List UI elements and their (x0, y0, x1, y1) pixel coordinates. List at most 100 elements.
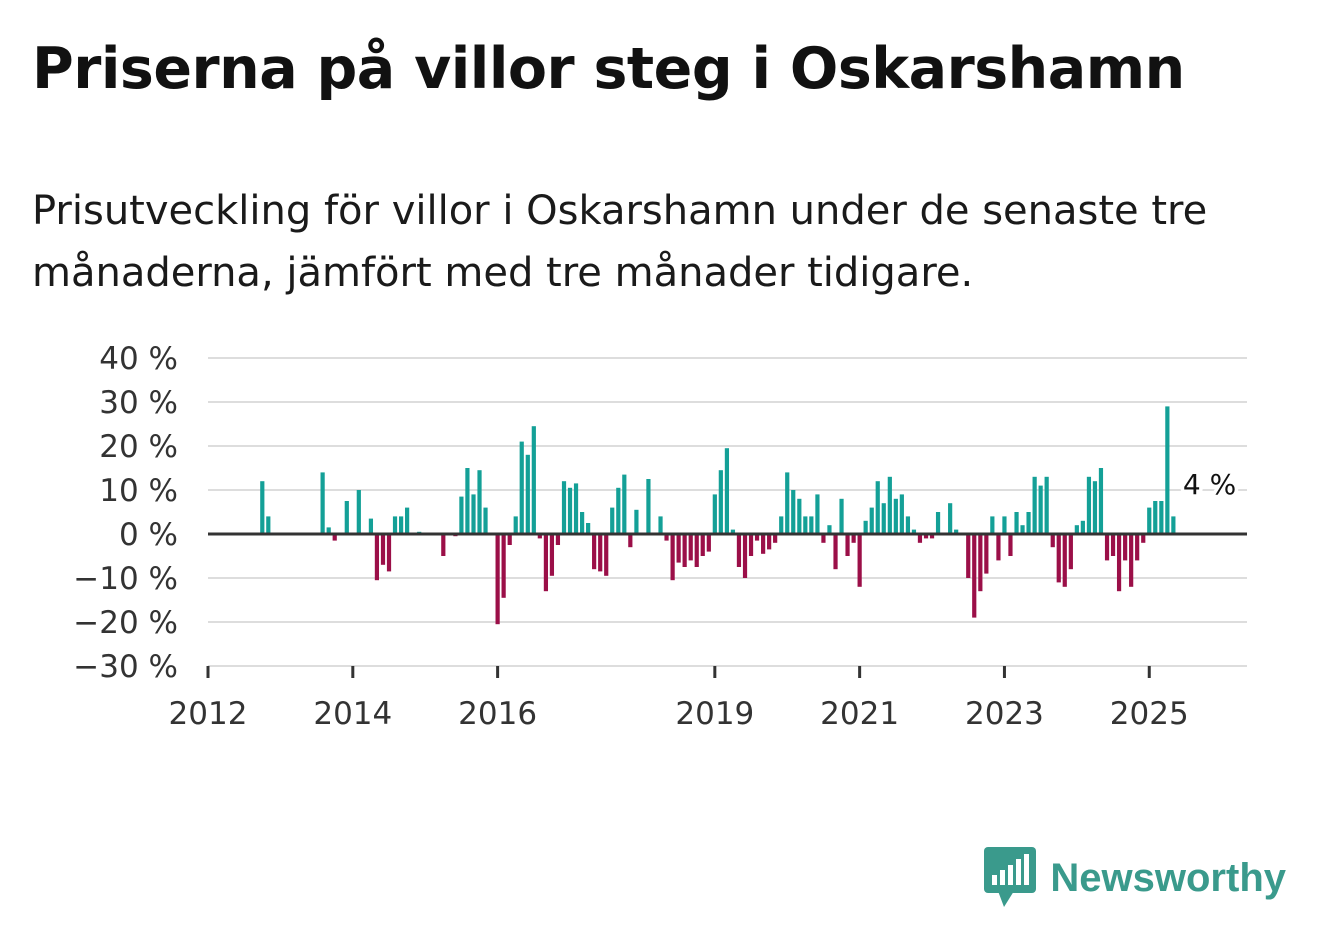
brand-name: Newsworthy (1050, 855, 1286, 900)
bar (839, 498, 844, 534)
bar (549, 534, 555, 576)
bar (990, 516, 995, 534)
bar (1020, 525, 1025, 534)
bar (718, 470, 723, 534)
bar (1104, 534, 1110, 561)
bar (761, 534, 766, 554)
y-tick-label: 40 % (99, 341, 178, 377)
bar (1068, 534, 1073, 570)
bar (356, 490, 361, 534)
bar (748, 534, 754, 556)
bar (664, 534, 669, 541)
bar (555, 534, 561, 545)
bar (344, 501, 349, 534)
bar (543, 534, 549, 592)
bar (537, 534, 542, 539)
bar (399, 516, 404, 534)
bar (803, 516, 808, 534)
bar (682, 534, 687, 567)
bar (1141, 534, 1146, 543)
bar (1171, 516, 1176, 534)
newsworthy-logo: Newsworthy (984, 847, 1286, 909)
bar (1050, 534, 1055, 548)
bar (1123, 534, 1128, 561)
bar (567, 487, 573, 534)
bar (1002, 516, 1007, 534)
bar (1159, 501, 1164, 534)
bar (622, 474, 627, 534)
bar (592, 534, 597, 570)
bar-chart-bubble-icon (984, 847, 1037, 907)
bar (887, 476, 892, 534)
bar (1014, 512, 1019, 534)
bar (821, 534, 826, 543)
bar (1038, 485, 1043, 534)
bar (573, 483, 579, 534)
x-tick-label: 2016 (458, 696, 537, 732)
bar (1086, 476, 1092, 534)
y-tick-label: −10 % (73, 561, 178, 597)
bar (405, 507, 410, 534)
bar (628, 534, 633, 548)
bar (809, 516, 814, 534)
bar (598, 534, 603, 572)
bar (730, 529, 736, 534)
bar (996, 534, 1001, 561)
bar (688, 534, 693, 561)
y-tick-label: 10 % (99, 473, 178, 509)
bar (634, 509, 639, 534)
bar (815, 494, 820, 534)
bar (845, 534, 850, 556)
bar (441, 534, 446, 556)
bar (785, 472, 790, 534)
bar (1110, 534, 1116, 556)
y-tick-label: 20 % (99, 429, 178, 465)
bar (1080, 520, 1085, 534)
bar (954, 529, 959, 534)
bar (923, 534, 929, 539)
bar (779, 516, 784, 534)
bar (1044, 476, 1049, 534)
x-tick-label: 2021 (820, 696, 899, 732)
bar (911, 529, 917, 534)
bar (483, 507, 488, 534)
y-tick-label: 30 % (99, 385, 178, 421)
bar (736, 534, 742, 567)
bar (604, 534, 609, 576)
bar (1074, 525, 1079, 534)
bar (519, 441, 524, 534)
bar (767, 534, 772, 550)
bar (1135, 534, 1140, 561)
chart-subtitle: Prisutveckling för villor i Oskarshamn u… (32, 188, 1208, 296)
bar (893, 498, 898, 534)
bar (899, 494, 904, 534)
bar (1165, 406, 1170, 534)
bar (857, 534, 862, 587)
bar (1062, 534, 1067, 587)
y-tick-label: −20 % (73, 605, 178, 641)
bar (332, 534, 337, 541)
bar (658, 516, 663, 534)
y-tick-label: 0 % (119, 517, 178, 553)
bar (1008, 534, 1013, 556)
bar (712, 494, 717, 534)
bars (260, 406, 1176, 625)
bar (368, 518, 374, 534)
bar (929, 534, 935, 539)
bar (875, 481, 880, 534)
bar (392, 516, 398, 534)
bar (374, 534, 380, 581)
bar (827, 525, 832, 534)
bar (1147, 507, 1152, 534)
bar (1129, 534, 1134, 587)
bar (465, 468, 470, 534)
bar (320, 472, 325, 534)
bar (646, 479, 651, 534)
bar (260, 481, 265, 534)
bar (531, 426, 536, 534)
bar (935, 512, 941, 534)
bar (754, 534, 760, 541)
bar (978, 534, 983, 592)
bar (694, 534, 699, 567)
x-tick-label: 2019 (675, 696, 754, 732)
